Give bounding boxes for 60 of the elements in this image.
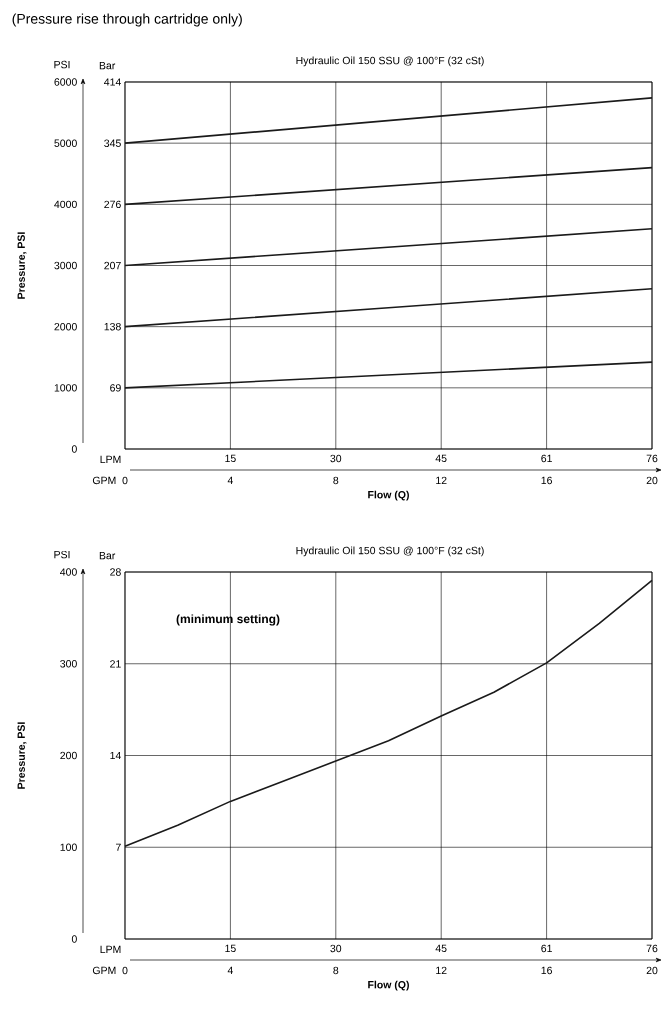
text: GPM [92,966,116,975]
x2-tick-label: 61 [541,454,552,463]
x2-axis-title: LPM [100,455,121,463]
y2-tick-label: 28 [110,568,121,576]
x-tick-label: 12 [436,476,447,485]
x-tick-label: 16 [541,966,552,975]
text: GPM [92,476,116,485]
y2-tick-label: 7 [115,843,121,851]
x2-tick-label: 15 [225,454,236,463]
x-tick-label: 20 [646,966,658,975]
x-axis-title: Flow (Q) [368,980,409,991]
x2-tick-label: 76 [646,944,658,953]
y2-tick-label: 414 [104,78,121,86]
y-tick-label: 1000 [54,384,77,392]
y2-axis-title: Bar [99,61,116,70]
x2-tick-label: 45 [435,944,447,953]
y-tick-label: 0 [71,445,77,453]
x-tick-label: 8 [333,966,339,975]
x2-tick-label: 30 [330,944,342,953]
x2-tick-label: 76 [646,454,658,463]
y2-tick-label: 14 [110,751,121,760]
y2-tick-label: 207 [104,261,121,270]
y-tick-label: 2000 [54,322,77,331]
x2-tick-label: 15 [225,944,236,953]
x2-tick-label: 45 [435,454,447,463]
y2-tick-label: 21 [110,660,121,668]
y2-tick-label: 345 [104,139,121,147]
y2-tick-label: 138 [104,322,121,331]
y-tick-label: 400 [60,568,77,576]
y2-axis-title: Bar [99,551,116,560]
y2-tick-label: 69 [110,384,121,392]
chart-subtitle: Hydraulic Oil 150 SSU @ 100°F (32 cSt) [296,56,484,67]
chart-subtitle: Hydraulic Oil 150 SSU @ 100°F (32 cSt) [296,546,484,557]
y-tick-label: 6000 [54,78,77,86]
y-tick-label: 100 [60,843,77,851]
x-tick-label: 16 [541,476,552,485]
text: PSI [54,60,70,69]
x-tick-label: 12 [436,966,447,975]
y-tick-label: 200 [60,751,77,760]
y-tick-label: 4000 [54,200,77,209]
y-axis-title: Pressure, PSI [17,232,27,299]
x-tick-label: 4 [227,476,233,484]
y2-tick-label: 276 [104,200,121,209]
chart-title: (Pressure rise through cartridge only) [12,13,242,27]
y-tick-label: 0 [71,935,77,943]
x2-tick-label: 30 [330,454,342,463]
x-tick-label: 20 [646,476,658,485]
annotation: (minimum setting) [176,614,280,626]
x-tick-label: 0 [122,476,128,485]
y-axis-title: Pressure, PSI [17,722,27,789]
x2-axis-title: LPM [100,945,121,953]
y-tick-label: 5000 [54,139,77,147]
x-tick-label: 8 [333,476,339,485]
x-axis-title: Flow (Q) [368,490,409,501]
x2-tick-label: 61 [541,944,552,953]
text: PSI [54,550,70,559]
x-tick-label: 4 [227,966,233,974]
y-tick-label: 300 [60,660,77,668]
y-tick-label: 3000 [54,261,77,270]
x-tick-label: 0 [122,966,128,975]
